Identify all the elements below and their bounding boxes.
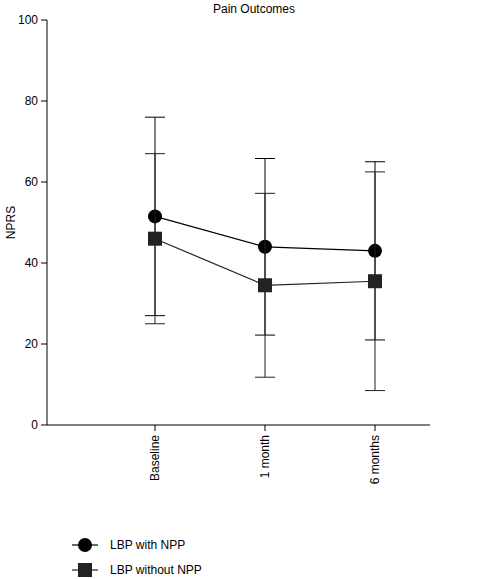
x-tick-label: 1 month [258, 435, 272, 478]
error-bar-cap [255, 158, 275, 159]
legend-label: LBP without NPP [110, 563, 202, 577]
y-tick [41, 344, 47, 345]
data-point [368, 274, 382, 288]
chart-svg: Pain Outcomes NPRS 0 20 40 60 80 100 Baseline 1 m… [0, 0, 477, 579]
error-bar-cap [145, 117, 165, 118]
x-axis-line [47, 425, 430, 426]
y-tick-label: 0 [31, 418, 38, 432]
y-tick-label: 60 [25, 175, 39, 189]
legend-marker [78, 563, 92, 577]
data-point [258, 278, 272, 292]
y-axis-line [47, 20, 48, 425]
series [145, 154, 385, 391]
y-tick-label: 100 [18, 13, 38, 27]
error-bar-cap [365, 161, 385, 162]
x-tick [155, 425, 156, 431]
chart-container: Pain Outcomes NPRS 0 20 40 60 80 100 Baseline 1 m… [0, 0, 477, 579]
y-tick-label: 40 [25, 256, 39, 270]
error-bar-cap [365, 390, 385, 391]
legend: LBP with NPP LBP without NPP [72, 538, 202, 577]
error-bar [255, 193, 275, 377]
error-bar-cap [145, 323, 165, 324]
y-tick-label: 20 [25, 337, 39, 351]
y-tick [41, 263, 47, 264]
y-tick [41, 20, 47, 21]
x-tick-label: 6 months [368, 435, 382, 484]
legend-label: LBP with NPP [110, 538, 185, 552]
y-tick [41, 182, 47, 183]
y-tick [41, 425, 47, 426]
title: Pain Outcomes [213, 2, 295, 16]
x-tick [265, 425, 266, 431]
y-axis-label: NPRS [4, 206, 18, 239]
legend-marker [78, 538, 92, 552]
error-bar [145, 154, 165, 324]
x-tick-label: Baseline [148, 435, 162, 481]
error-bar-cap [255, 193, 275, 194]
y-tick [41, 101, 47, 102]
error-bar [365, 172, 385, 391]
data-point [148, 232, 162, 246]
x-tick [375, 425, 376, 431]
plot-area [145, 117, 385, 390]
error-bar-cap [255, 377, 275, 378]
error-bar-cap [365, 171, 385, 172]
y-tick-label: 80 [25, 94, 39, 108]
error-bar-cap [145, 153, 165, 154]
